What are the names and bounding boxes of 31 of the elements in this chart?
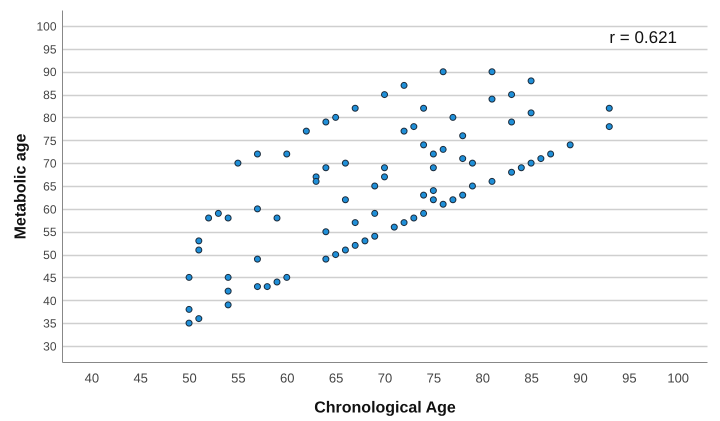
x-tick-label: 70 (378, 370, 392, 386)
x-tick-label: 60 (280, 370, 295, 386)
y-tick-label: 50 (43, 248, 57, 262)
y-tick-label: 60 (43, 202, 57, 216)
x-tick-label: 55 (231, 370, 246, 386)
x-tick-label: 80 (475, 370, 490, 386)
y-tick-label: 95 (43, 42, 57, 56)
y-tick-label: 55 (43, 225, 57, 240)
y-axis-title: Metabolic age (12, 134, 30, 240)
x-tick-label: 75 (426, 370, 442, 386)
y-tick-label: 85 (43, 88, 57, 102)
x-axis-title: Chronological Age (314, 400, 456, 416)
annotation: r = 0.621 (609, 28, 677, 47)
y-tick-label: 75 (43, 134, 57, 148)
y-tick-label: 100 (36, 20, 57, 34)
y-tick-label: 30 (43, 340, 57, 354)
y-tick-label: 45 (43, 270, 57, 285)
y-tick-label: 35 (43, 316, 57, 331)
x-tick-label: 40 (84, 370, 100, 386)
x-tick-label: 65 (328, 370, 344, 386)
x-tick-label: 100 (667, 370, 690, 386)
y-tick-label: 90 (43, 65, 57, 80)
x-tick-label: 50 (182, 370, 197, 386)
y-tick-label: 65 (43, 180, 57, 194)
x-tick-label: 90 (573, 370, 588, 386)
y-tick-label: 80 (43, 110, 57, 125)
y-tick-label: 40 (43, 294, 57, 308)
x-tick-label: 95 (622, 370, 637, 386)
x-tick-label: 85 (524, 370, 539, 386)
y-tick-label: 70 (43, 156, 57, 171)
x-tick-label: 45 (133, 370, 148, 386)
